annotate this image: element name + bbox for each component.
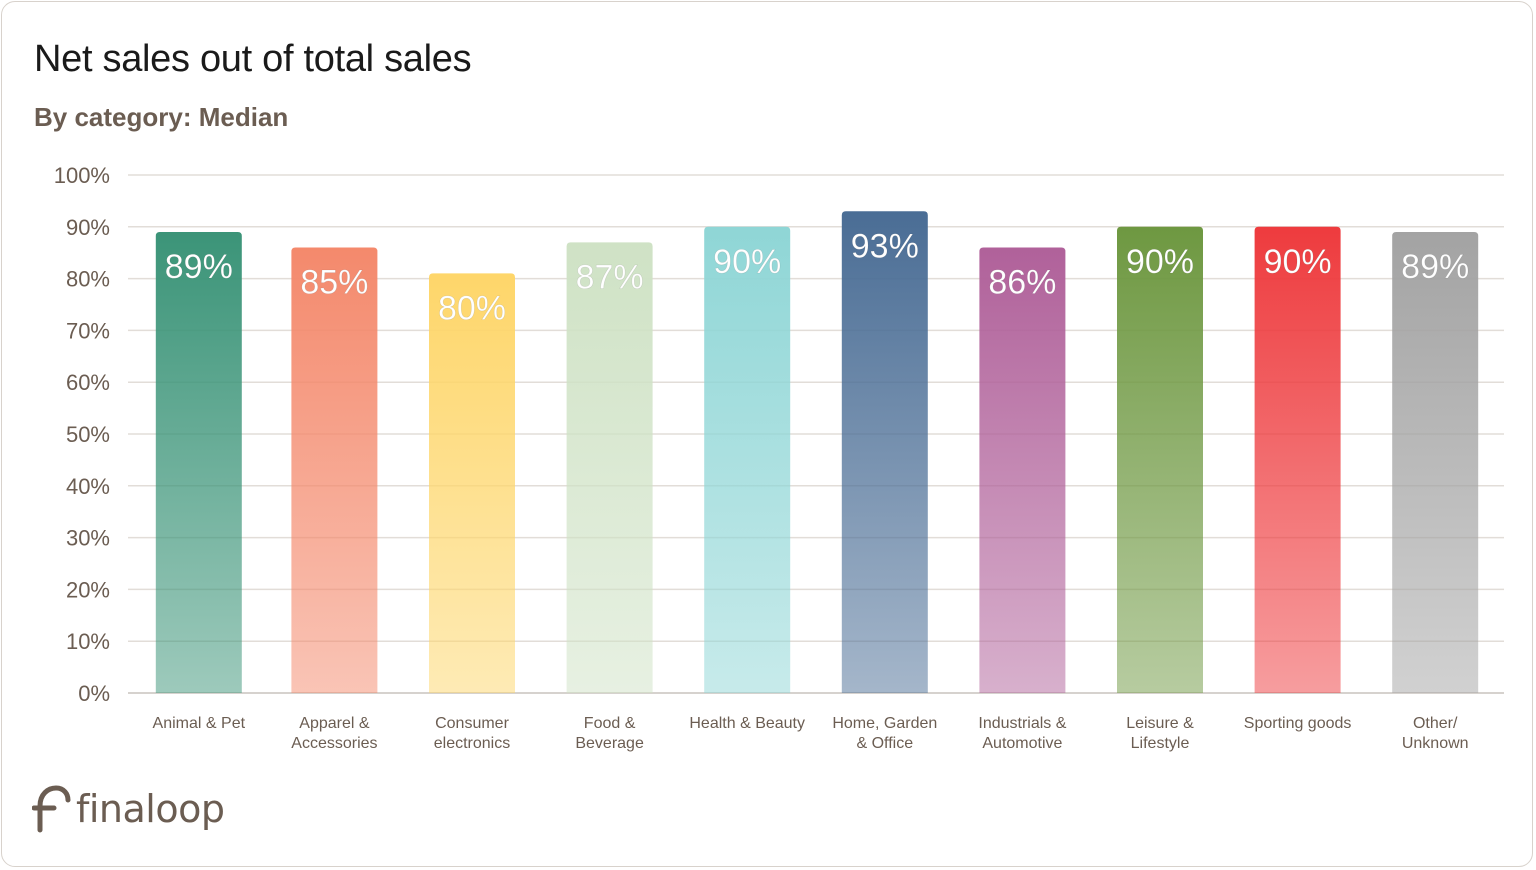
bar (1117, 226, 1203, 694)
y-tick-label: 70% (66, 318, 110, 343)
bar-value-label: 87% (576, 258, 644, 296)
bar-value-label: 90% (1126, 243, 1194, 281)
bar (1254, 226, 1341, 694)
bar (1392, 231, 1479, 694)
bar-value-label: 89% (165, 248, 233, 286)
x-category-label: Animal & Pet (153, 715, 246, 732)
y-tick-label: 40% (66, 474, 110, 499)
chart-subtitle: By category: Median (34, 102, 289, 132)
bar-value-label: 90% (1264, 243, 1332, 281)
x-category-label: Home, Garden & Office (832, 715, 937, 752)
bar-value-label: 90% (713, 243, 781, 281)
bar (979, 247, 1066, 693)
bar-value-label: 89% (1401, 248, 1469, 286)
y-tick-label: 30% (66, 526, 110, 551)
x-category-label: Other/Unknown (1402, 715, 1469, 752)
logo-wordmark: finaloop (76, 787, 225, 831)
x-category-label: Food & Beverage (575, 715, 644, 752)
y-tick-label: 20% (66, 577, 110, 602)
y-tick-label: 80% (66, 267, 110, 292)
x-category-label: Sporting goods (1244, 715, 1352, 732)
bar-value-label: 80% (438, 289, 506, 327)
finaloop-logo: finaloop (32, 782, 225, 836)
bar (155, 231, 242, 694)
finaloop-logo-mark-icon (32, 785, 71, 833)
y-tick-label: 0% (78, 681, 110, 706)
y-tick-label: 100% (54, 163, 110, 188)
bar (291, 247, 378, 693)
x-category-label: Apparel & Accessories (291, 715, 377, 752)
bar (841, 211, 928, 693)
bar-value-label: 86% (988, 264, 1056, 302)
bar-value-label: 93% (851, 227, 919, 265)
x-category-label: Consumer electronics (434, 715, 510, 752)
x-category-label: Leisure & Lifestyle (1126, 715, 1194, 752)
y-tick-label: 60% (66, 370, 110, 395)
bar (566, 242, 653, 693)
bar (704, 226, 791, 694)
x-category-label: Health & Beauty (689, 715, 805, 732)
y-tick-label: 50% (66, 422, 110, 447)
y-tick-label: 10% (66, 629, 110, 654)
bar (429, 273, 515, 693)
x-category-label: Industrials & Automotive (978, 715, 1066, 752)
y-tick-label: 90% (66, 215, 110, 240)
chart-title: Net sales out of total sales (34, 38, 472, 80)
bar-value-label: 85% (300, 264, 368, 302)
